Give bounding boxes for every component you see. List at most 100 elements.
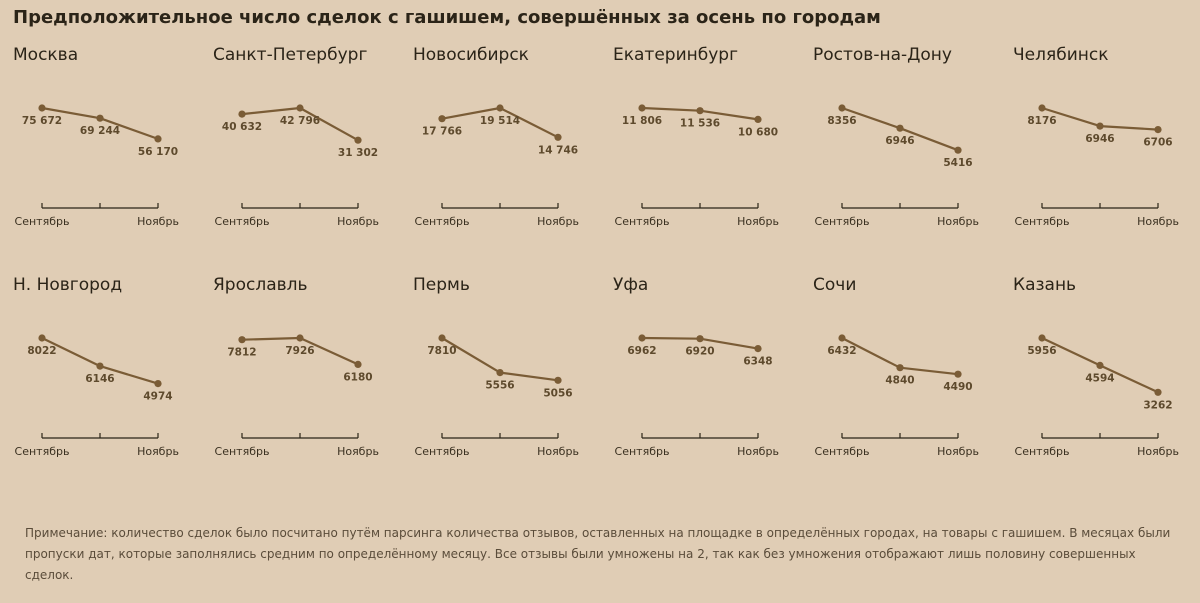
panel-2: Новосибирск Сентябрь Ноябрь 17 766 19 514 14 … bbox=[400, 45, 600, 245]
x-tick-label: Сентябрь bbox=[1015, 445, 1070, 458]
data-label: 6920 bbox=[685, 346, 714, 358]
data-point bbox=[896, 124, 904, 132]
data-label: 7926 bbox=[285, 345, 314, 357]
x-tick-label: Сентябрь bbox=[215, 215, 270, 228]
panel-7: Ярославль Сентябрь Ноябрь 7812 7926 6180 bbox=[200, 275, 400, 475]
panel-4: Ростов-на-Дону Сентябрь Ноябрь 8356 6946 5416 bbox=[800, 45, 1000, 245]
panel-10: Сочи Сентябрь Ноябрь 6432 4840 4490 bbox=[800, 275, 1000, 475]
line-chart: Сентябрь Ноябрь 7810 5556 5056 bbox=[415, 334, 579, 458]
line-chart: Сентябрь Ноябрь 8176 6946 6706 bbox=[1015, 104, 1179, 228]
panel-title: Уфа bbox=[613, 275, 649, 295]
data-label: 6946 bbox=[885, 135, 914, 147]
x-tick-label: Сентябрь bbox=[215, 445, 270, 458]
data-point bbox=[638, 334, 646, 342]
data-point bbox=[38, 104, 46, 112]
data-label: 11 536 bbox=[680, 118, 720, 130]
data-label: 4594 bbox=[1085, 372, 1114, 384]
data-label: 56 170 bbox=[138, 146, 178, 158]
data-label: 7812 bbox=[227, 347, 256, 359]
data-point bbox=[554, 133, 562, 141]
data-label: 11 806 bbox=[622, 115, 662, 127]
data-label: 5056 bbox=[543, 387, 572, 399]
x-tick-label: Ноябрь bbox=[937, 445, 979, 458]
data-point bbox=[896, 364, 904, 372]
x-tick-label: Сентябрь bbox=[615, 445, 670, 458]
data-point bbox=[154, 135, 162, 143]
panel-9: Уфа Сентябрь Ноябрь 6962 6920 6348 bbox=[600, 275, 800, 475]
small-multiples-grid: Москва Сентябрь Ноябрь 75 672 69 244 56 170 Са… bbox=[13, 45, 1200, 475]
data-point bbox=[296, 104, 304, 112]
line-chart: Сентябрь Ноябрь 7812 7926 6180 bbox=[215, 334, 379, 458]
chart-title: Предположительное число сделок с гашишем… bbox=[13, 7, 881, 28]
x-tick-label: Ноябрь bbox=[137, 445, 179, 458]
panel-title: Екатеринбург bbox=[613, 45, 739, 65]
x-tick-label: Сентябрь bbox=[615, 215, 670, 228]
data-label: 14 746 bbox=[538, 144, 578, 156]
data-point bbox=[554, 376, 562, 384]
data-point bbox=[754, 345, 762, 353]
data-label: 8176 bbox=[1027, 115, 1056, 127]
data-point bbox=[1038, 334, 1046, 342]
data-label: 69 244 bbox=[80, 125, 120, 137]
panel-title: Санкт-Петербург bbox=[213, 45, 368, 65]
x-tick-label: Сентябрь bbox=[415, 445, 470, 458]
line-chart: Сентябрь Ноябрь 17 766 19 514 14 746 bbox=[415, 104, 579, 228]
data-point bbox=[496, 104, 504, 112]
data-point bbox=[1096, 361, 1104, 369]
data-label: 42 796 bbox=[280, 115, 320, 127]
data-label: 19 514 bbox=[480, 115, 520, 127]
panel-title: Челябинск bbox=[1013, 45, 1109, 65]
data-point bbox=[354, 360, 362, 368]
data-label: 6146 bbox=[85, 373, 114, 385]
data-point bbox=[96, 114, 104, 122]
data-label: 5416 bbox=[943, 157, 972, 169]
x-tick-label: Ноябрь bbox=[1137, 445, 1179, 458]
x-tick-label: Ноябрь bbox=[737, 445, 779, 458]
panel-title: Ярославль bbox=[213, 275, 308, 295]
x-tick-label: Ноябрь bbox=[337, 215, 379, 228]
data-label: 6946 bbox=[1085, 133, 1114, 145]
x-tick-label: Сентябрь bbox=[15, 445, 70, 458]
data-point bbox=[838, 104, 846, 112]
data-point bbox=[638, 104, 646, 112]
data-point bbox=[96, 362, 104, 370]
data-label: 10 680 bbox=[738, 126, 778, 138]
x-tick-label: Сентябрь bbox=[15, 215, 70, 228]
data-label: 8356 bbox=[827, 115, 856, 127]
x-tick-label: Сентябрь bbox=[815, 215, 870, 228]
line-chart: Сентябрь Ноябрь 8022 6146 4974 bbox=[15, 334, 179, 458]
x-tick-label: Сентябрь bbox=[415, 215, 470, 228]
data-point bbox=[154, 380, 162, 388]
data-label: 17 766 bbox=[422, 126, 462, 138]
data-label: 6706 bbox=[1143, 137, 1172, 149]
x-tick-label: Сентябрь bbox=[815, 445, 870, 458]
x-tick-label: Ноябрь bbox=[537, 215, 579, 228]
panel-11: Казань Сентябрь Ноябрь 5956 4594 3262 bbox=[1000, 275, 1200, 475]
data-point bbox=[954, 146, 962, 154]
data-label: 3262 bbox=[1143, 399, 1172, 411]
data-label: 5556 bbox=[485, 380, 514, 392]
panel-title: Пермь bbox=[413, 275, 470, 295]
data-label: 7810 bbox=[427, 345, 456, 357]
panel-5: Челябинск Сентябрь Ноябрь 8176 6946 6706 bbox=[1000, 45, 1200, 245]
data-point bbox=[238, 110, 246, 118]
line-chart: Сентябрь Ноябрь 8356 6946 5416 bbox=[815, 104, 979, 228]
footnote: Примечание: количество сделок было посчи… bbox=[25, 526, 1171, 582]
panel-1: Санкт-Петербург Сентябрь Ноябрь 40 632 42 79… bbox=[200, 45, 400, 245]
line-chart: Сентябрь Ноябрь 5956 4594 3262 bbox=[1015, 334, 1179, 458]
data-point bbox=[954, 370, 962, 378]
data-label: 4840 bbox=[885, 375, 914, 387]
data-point bbox=[696, 335, 704, 343]
x-tick-label: Ноябрь bbox=[937, 215, 979, 228]
data-point bbox=[1154, 388, 1162, 396]
data-label: 75 672 bbox=[22, 115, 62, 127]
data-point bbox=[296, 334, 304, 342]
line-chart: Сентябрь Ноябрь 75 672 69 244 56 170 bbox=[15, 104, 179, 228]
data-point bbox=[696, 107, 704, 115]
panel-8: Пермь Сентябрь Ноябрь 7810 5556 5056 bbox=[400, 275, 600, 475]
panel-title: Казань bbox=[1013, 275, 1077, 295]
panel-title: Новосибирск bbox=[413, 45, 529, 65]
data-point bbox=[496, 369, 504, 377]
line-chart: Сентябрь Ноябрь 6432 4840 4490 bbox=[815, 334, 979, 458]
panel-title: Ростов-на-Дону bbox=[813, 45, 952, 65]
